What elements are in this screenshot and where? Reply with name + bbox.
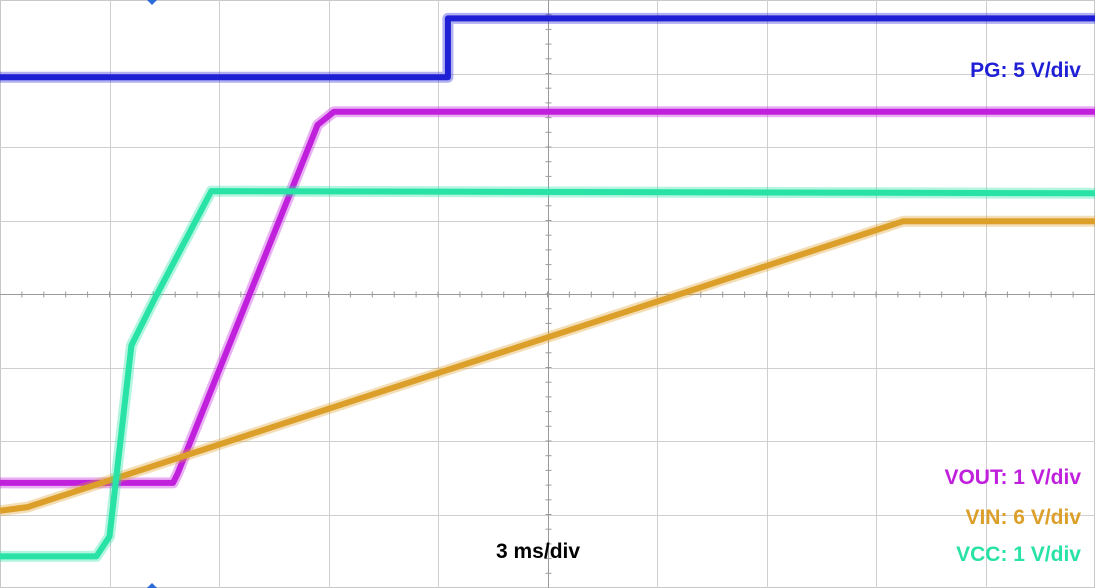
legend-vcc: VCC: 1 V/div	[956, 543, 1081, 566]
trace-pg	[0, 15, 1095, 81]
trace-vout	[0, 108, 1095, 486]
trigger-position-marker-top	[147, 0, 157, 5]
trigger-position-marker-bottom	[147, 583, 157, 588]
traces	[0, 12, 1095, 562]
trace-vcc	[0, 188, 1095, 560]
time-base-label: 3 ms/div	[496, 540, 581, 563]
trigger-markers	[147, 0, 157, 588]
trace-vin	[0, 218, 1095, 514]
legend-vout: VOUT: 1 V/div	[944, 466, 1081, 489]
legend-vin: VIN: 6 V/div	[965, 506, 1081, 529]
legend-pg: PG: 5 V/div	[970, 59, 1081, 82]
